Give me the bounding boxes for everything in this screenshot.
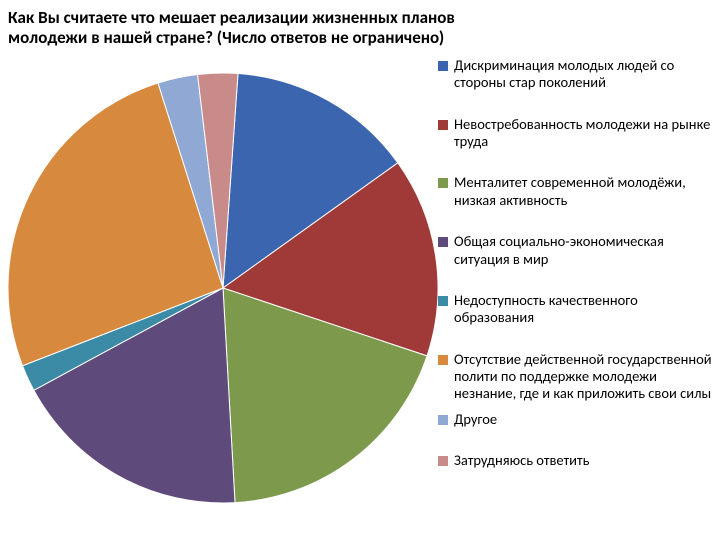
legend-marker bbox=[438, 120, 448, 130]
legend-item: Дискриминация молодых людей со стороны с… bbox=[438, 57, 712, 92]
legend-item: Другое bbox=[438, 411, 712, 428]
legend-item: Общая социально-экономическая ситуация в… bbox=[438, 233, 712, 268]
legend-item: Затрудняюсь ответить bbox=[438, 452, 712, 469]
legend-item: Невостребованность молодежи на рынке тру… bbox=[438, 116, 712, 151]
legend-item: Менталитет современной молодёжи, низкая … bbox=[438, 174, 712, 209]
legend-marker bbox=[438, 237, 448, 247]
chart-title: Как Вы считаете что мешает реализации жи… bbox=[8, 8, 712, 49]
legend-label: Дискриминация молодых людей со стороны с… bbox=[454, 57, 712, 92]
legend-marker bbox=[438, 456, 448, 466]
legend-label: Невостребованность молодежи на рынке тру… bbox=[454, 116, 712, 151]
legend-label: Отсутствие действенной государственной п… bbox=[454, 351, 712, 403]
legend-marker bbox=[438, 355, 448, 365]
legend-label: Общая социально-экономическая ситуация в… bbox=[454, 233, 712, 268]
legend-label: Другое bbox=[454, 411, 712, 428]
legend-label: Затрудняюсь ответить bbox=[454, 452, 712, 469]
legend-label: Менталитет современной молодёжи, низкая … bbox=[454, 174, 712, 209]
legend-marker bbox=[438, 415, 448, 425]
legend-marker bbox=[438, 61, 448, 71]
title-line-1: Как Вы считаете что мешает реализации жи… bbox=[8, 8, 712, 28]
legend-item: Недоступность качественного образования bbox=[438, 292, 712, 327]
legend-marker bbox=[438, 178, 448, 188]
legend-marker bbox=[438, 296, 448, 306]
legend: Дискриминация молодых людей со стороны с… bbox=[438, 53, 712, 494]
legend-label: Недоступность качественного образования bbox=[454, 292, 712, 327]
pie-chart bbox=[8, 53, 438, 513]
pie-svg bbox=[8, 53, 438, 513]
chart-content: Дискриминация молодых людей со стороны с… bbox=[8, 53, 712, 513]
legend-item: Отсутствие действенной государственной п… bbox=[438, 351, 712, 403]
title-line-2: молодежи в нашей стране? (Число ответов … bbox=[8, 28, 712, 48]
